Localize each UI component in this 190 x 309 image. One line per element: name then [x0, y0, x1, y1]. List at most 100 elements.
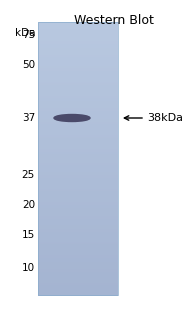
Bar [38, 123, 118, 125]
Bar [38, 117, 118, 119]
Bar [38, 169, 118, 171]
Bar [38, 248, 118, 251]
Bar [38, 188, 118, 190]
Bar [38, 36, 118, 37]
Bar [38, 280, 118, 282]
Bar [38, 111, 118, 112]
Bar [38, 243, 118, 245]
Bar [38, 182, 118, 184]
Bar [38, 37, 118, 39]
Bar [38, 135, 118, 137]
Bar [38, 209, 118, 211]
Bar [38, 91, 118, 94]
Bar [38, 47, 118, 49]
Bar [38, 199, 118, 201]
Bar [38, 290, 118, 291]
Bar [38, 38, 118, 40]
Bar [38, 105, 118, 107]
Bar [38, 138, 118, 140]
Bar [38, 266, 118, 268]
Bar [38, 272, 118, 274]
Bar [38, 180, 118, 182]
Bar [38, 94, 118, 96]
Bar [38, 159, 118, 160]
Bar [38, 148, 118, 150]
Bar [38, 49, 118, 51]
Bar [38, 256, 118, 257]
Bar [38, 254, 118, 256]
Bar [38, 101, 118, 103]
Bar [38, 283, 118, 285]
Bar [38, 26, 118, 28]
Bar [38, 67, 118, 69]
Bar [38, 61, 118, 63]
Bar [38, 217, 118, 219]
Bar [38, 45, 118, 47]
Bar [38, 52, 118, 54]
Bar [38, 244, 118, 246]
Bar [38, 23, 118, 25]
Bar [38, 220, 118, 222]
Bar [38, 268, 118, 269]
Bar [38, 42, 118, 44]
Bar [38, 75, 118, 77]
Bar [38, 142, 118, 144]
Bar [38, 103, 118, 104]
Bar [38, 32, 118, 33]
Bar [38, 100, 118, 102]
Bar [38, 33, 118, 35]
Bar [38, 107, 118, 108]
Bar [38, 246, 118, 248]
Bar [38, 66, 118, 68]
Bar [38, 251, 118, 253]
Bar [38, 240, 118, 242]
Bar [38, 139, 118, 141]
Bar [38, 85, 118, 87]
Ellipse shape [54, 115, 90, 121]
Text: kDa: kDa [14, 28, 35, 38]
Text: 38kDa: 38kDa [147, 113, 183, 123]
Bar [38, 288, 118, 290]
Bar [38, 231, 118, 233]
Bar [38, 167, 118, 168]
Bar [38, 214, 118, 216]
Bar [38, 257, 118, 259]
Bar [38, 183, 118, 185]
Bar [38, 79, 118, 81]
Bar [38, 113, 118, 115]
Text: 37: 37 [22, 113, 35, 123]
Bar [38, 154, 118, 156]
Bar [38, 227, 118, 229]
Bar [38, 129, 118, 130]
Bar [38, 277, 118, 279]
Bar [38, 201, 118, 203]
Bar [38, 287, 118, 289]
Bar [38, 133, 118, 134]
Bar [38, 87, 118, 89]
Bar [38, 30, 118, 32]
Bar [38, 74, 118, 76]
Bar [38, 53, 118, 55]
Bar [38, 109, 118, 111]
Bar [38, 131, 118, 133]
Bar [38, 165, 118, 167]
Text: 15: 15 [22, 230, 35, 240]
Bar [38, 82, 118, 84]
Bar [38, 41, 118, 43]
Bar [38, 260, 118, 261]
Bar [38, 90, 118, 92]
Bar [38, 218, 118, 220]
Bar [38, 206, 118, 208]
Bar [38, 68, 118, 70]
Bar [38, 236, 118, 238]
Bar [38, 116, 118, 118]
Bar [38, 77, 118, 78]
Bar [38, 279, 118, 281]
Bar [38, 157, 118, 159]
Bar [38, 193, 118, 194]
Bar [38, 63, 118, 65]
Bar [38, 281, 118, 283]
Bar [38, 262, 118, 264]
Bar [38, 73, 118, 74]
Bar [38, 205, 118, 207]
